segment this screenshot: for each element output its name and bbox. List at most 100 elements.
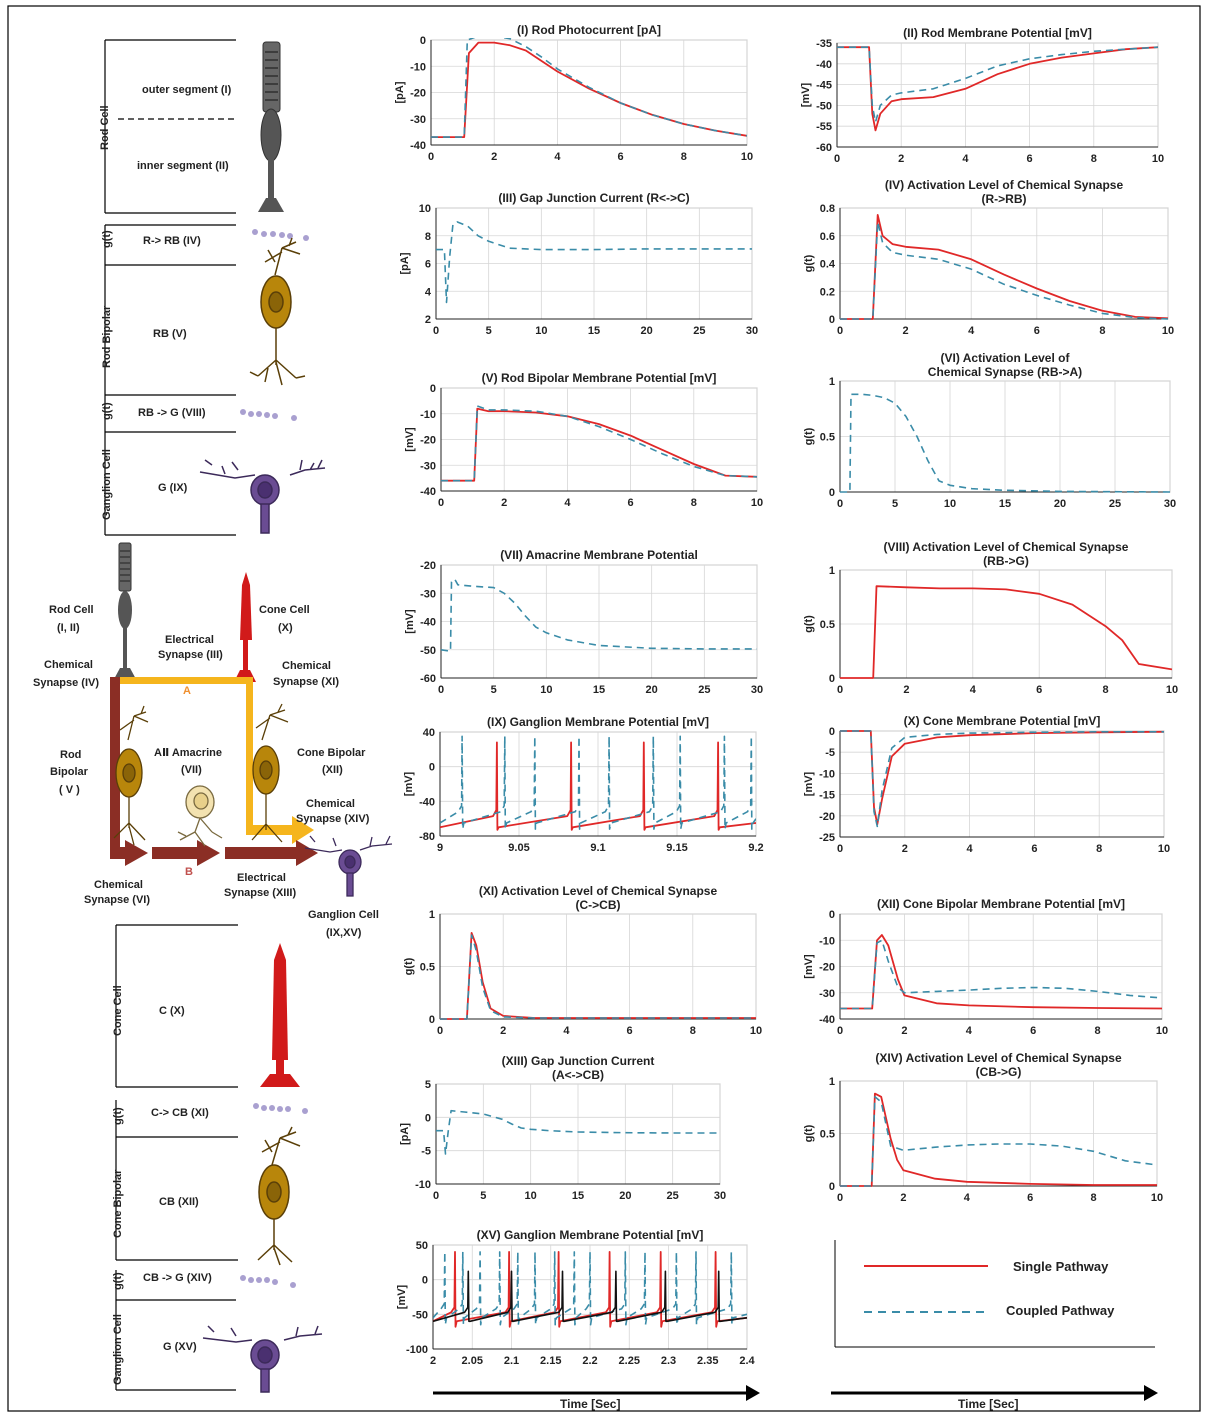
label-chem-xi-b: Synapse (XI) — [273, 676, 339, 688]
series-layer — [840, 393, 1170, 493]
y-tick-label: 0 — [829, 909, 835, 921]
label-c-cb: C-> CB (XI) — [151, 1107, 209, 1119]
y-axis-label: [pA] — [399, 252, 411, 274]
y-axis-label: [mV] — [803, 954, 815, 979]
chart-title: (II) Rod Membrane Potential [mV] — [903, 26, 1092, 40]
x-tick-label: 25 — [698, 684, 710, 696]
y-tick-label: 0 — [429, 1014, 435, 1026]
x-tick-label: 20 — [619, 1190, 631, 1202]
label-ganglion-2: Ganglion Cell — [308, 909, 379, 921]
cone-cell-icon — [234, 572, 256, 682]
y-tick-label: 1 — [829, 376, 835, 388]
y-axis-label: [pA] — [394, 81, 406, 103]
x-tick-label: 10 — [1156, 1025, 1168, 1037]
y-tick-label: -40 — [419, 796, 435, 808]
amacrine-icon — [177, 785, 223, 847]
x-tick-label: 2 — [501, 497, 507, 509]
y-tick-label: -30 — [420, 460, 436, 472]
x-tick-label: 10 — [944, 498, 956, 510]
label-cone-cell-b: (X) — [278, 622, 293, 634]
chart-title: (VI) Activation Level of — [941, 351, 1071, 365]
series-line-single — [840, 214, 1168, 320]
y-tick-label: -5 — [421, 1146, 431, 1158]
x-tick-label: 4 — [967, 843, 974, 855]
x-tick-label: 10 — [1152, 153, 1164, 165]
x-tick-label: 2.35 — [697, 1355, 718, 1367]
label-gt-4: g(t) — [112, 1272, 124, 1290]
chart-title: (XI) Activation Level of Chemical Synaps… — [479, 884, 718, 898]
chart-title: (IV) Activation Level of Chemical Synaps… — [885, 178, 1124, 192]
chart-title-line2: (R->RB) — [982, 192, 1027, 206]
ganglion-icon-3 — [202, 1325, 323, 1393]
y-tick-label: 0 — [829, 726, 835, 738]
cone-bipolar-icon-2 — [257, 1126, 301, 1266]
vesicles-icon — [252, 229, 309, 241]
label-rod: Rod — [60, 749, 81, 761]
y-tick-label: -10 — [410, 61, 426, 73]
label-inner-segment: inner segment (II) — [137, 160, 229, 172]
x-tick-label: 30 — [1164, 498, 1176, 510]
y-tick-label: -50 — [816, 100, 832, 112]
chart-XIV: 0 2 4 6 8 10 1 0.5 0 (XIV) Activation Level of Ch… — [803, 1051, 1163, 1204]
time-label-right: Time [Sec] — [958, 1397, 1018, 1411]
y-tick-label: 0 — [429, 762, 435, 774]
y-axis-label: [mV] — [803, 771, 815, 796]
x-tick-label: 0 — [837, 1025, 843, 1037]
series-layer — [840, 1092, 1157, 1187]
rod-cell-icon-2 — [113, 542, 137, 681]
x-tick-label: 6 — [1036, 684, 1042, 696]
y-tick-label: 0.2 — [820, 286, 835, 298]
series-line-coupled — [440, 735, 756, 830]
x-tick-label: 5 — [491, 684, 497, 696]
label-rod-cell-2: Rod Cell — [49, 604, 94, 616]
x-tick-label: 2.05 — [462, 1355, 483, 1367]
x-tick-label: 0 — [837, 1192, 843, 1204]
x-tick-label: 10 — [750, 1025, 762, 1037]
rod-bipolar-icon-2 — [113, 705, 149, 846]
y-tick-label: -50 — [420, 645, 436, 657]
label-rb: RB (V) — [153, 328, 187, 340]
x-tick-label: 15 — [588, 325, 600, 337]
x-tick-label: 6 — [628, 497, 634, 509]
y-tick-label: 1 — [829, 565, 835, 577]
y-tick-label: -60 — [420, 673, 436, 685]
y-tick-label: -10 — [420, 409, 436, 421]
y-tick-label: 2 — [425, 314, 431, 326]
x-tick-label: 15 — [572, 1190, 584, 1202]
label-rod-cell: Rod Cell — [99, 105, 111, 150]
x-tick-label: 0 — [433, 325, 439, 337]
y-axis-label: [mV] — [404, 609, 416, 634]
x-tick-label: 9 — [437, 842, 443, 854]
series-line-coupled — [440, 934, 756, 1020]
x-tick-label: 8 — [1096, 843, 1102, 855]
time-axis-arrow-left: Time [Sec] — [433, 1385, 760, 1411]
y-tick-label: -40 — [819, 1014, 835, 1026]
y-axis-label: g(t) — [803, 615, 815, 633]
x-tick-label: 0 — [837, 325, 843, 337]
label-chem-iv-b: Synapse (IV) — [33, 677, 99, 689]
series-line-coupled — [840, 1096, 1157, 1187]
label-cone-bipolar: Cone Bipolar — [297, 747, 366, 759]
x-tick-label: 4 — [962, 153, 969, 165]
label-chem-iv: Chemical — [44, 659, 93, 671]
y-tick-label: 0 — [420, 35, 426, 47]
label-ganglion-cell: Ganglion Cell — [101, 449, 113, 520]
x-tick-label: 0 — [837, 684, 843, 696]
series-layer — [840, 585, 1172, 679]
y-tick-label: -20 — [420, 435, 436, 447]
x-tick-label: 9.15 — [666, 842, 687, 854]
x-tick-label: 15 — [999, 498, 1011, 510]
y-tick-label: 8 — [425, 231, 431, 243]
y-tick-label: 0.4 — [820, 259, 836, 271]
chart-II: 0 2 4 6 8 10 -35 -40 -45 -50 -55 -60 (II) Rod Membra… — [800, 26, 1164, 165]
label-rod-cell-2b: (I, II) — [57, 622, 80, 634]
series-line-coupled — [436, 1109, 720, 1155]
x-tick-label: 6 — [1027, 153, 1033, 165]
chart-title-line2: (C->CB) — [576, 898, 621, 912]
series-line-single — [837, 46, 1158, 132]
chart-title: (IX) Ganglion Membrane Potential [mV] — [487, 715, 709, 729]
label-path-b: B — [185, 866, 193, 878]
y-axis-label: [mV] — [403, 771, 415, 796]
series-line-coupled — [436, 221, 752, 304]
